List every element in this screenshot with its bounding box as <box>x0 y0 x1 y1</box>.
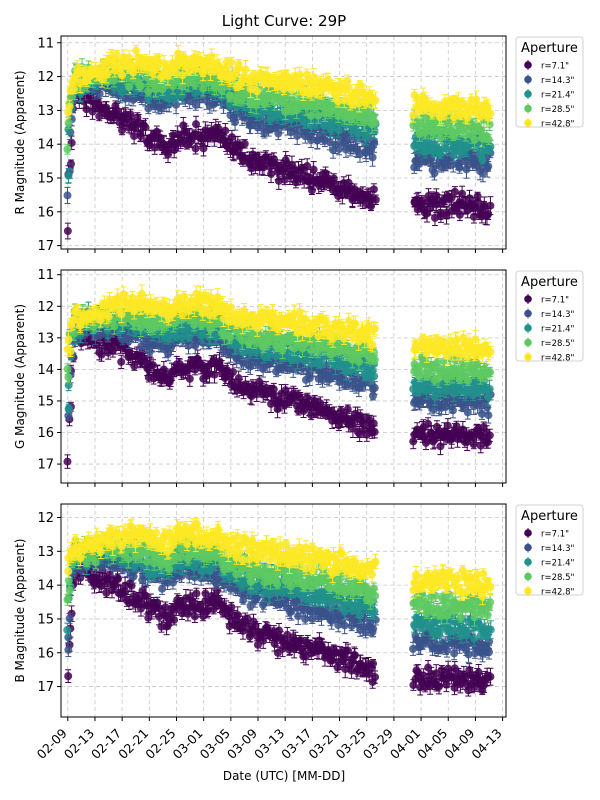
data-point <box>64 118 73 127</box>
data-point <box>320 120 329 129</box>
data-point <box>95 89 104 98</box>
data-point <box>307 136 316 145</box>
data-point <box>484 162 493 171</box>
data-point <box>63 191 72 200</box>
data-point <box>309 165 318 174</box>
data-point <box>371 118 380 127</box>
data-point <box>486 201 495 210</box>
data-point <box>470 135 479 144</box>
data-point <box>126 110 135 119</box>
data-point <box>455 210 464 219</box>
data-points <box>63 44 495 240</box>
data-point <box>335 145 344 154</box>
data-point <box>70 85 79 94</box>
data-point <box>136 132 145 141</box>
data-point <box>274 129 283 138</box>
data-point <box>63 227 72 236</box>
data-point <box>484 135 493 144</box>
data-point <box>63 145 72 154</box>
data-point <box>118 126 127 135</box>
data-point <box>240 139 249 148</box>
data-point <box>370 139 379 148</box>
data-point <box>473 197 482 206</box>
data-point <box>110 76 119 85</box>
data-point <box>484 210 493 219</box>
data-point <box>259 163 268 172</box>
data-point <box>110 83 119 92</box>
data-point <box>371 195 380 204</box>
chart-title: Light Curve: 29P <box>222 12 346 30</box>
data-point <box>442 211 451 220</box>
data-point <box>103 68 112 77</box>
data-point <box>436 150 445 159</box>
data-point <box>82 105 91 114</box>
data-point <box>118 71 127 80</box>
data-point <box>368 153 377 162</box>
data-point <box>231 118 240 127</box>
data-point <box>221 126 230 135</box>
data-point <box>172 100 181 109</box>
data-point <box>478 155 487 164</box>
data-point <box>191 144 200 153</box>
data-point <box>136 81 145 90</box>
series-0 <box>63 78 495 240</box>
data-point <box>436 133 445 142</box>
data-point <box>485 120 494 129</box>
data-point <box>369 185 378 194</box>
data-point <box>64 125 73 134</box>
data-point <box>447 193 456 202</box>
data-point <box>450 187 459 196</box>
data-point <box>130 131 139 140</box>
data-point <box>64 171 73 180</box>
data-point <box>191 100 200 109</box>
data-point <box>314 111 323 120</box>
data-point <box>303 162 312 171</box>
data-point <box>458 189 467 198</box>
data-point <box>225 101 234 110</box>
data-point <box>141 123 150 132</box>
data-point <box>67 138 76 147</box>
data-point <box>486 142 495 151</box>
data-point <box>112 50 121 59</box>
data-point <box>307 186 316 195</box>
data-point <box>430 169 439 178</box>
data-point <box>102 103 111 112</box>
data-point <box>65 102 74 111</box>
data-point <box>227 133 236 142</box>
